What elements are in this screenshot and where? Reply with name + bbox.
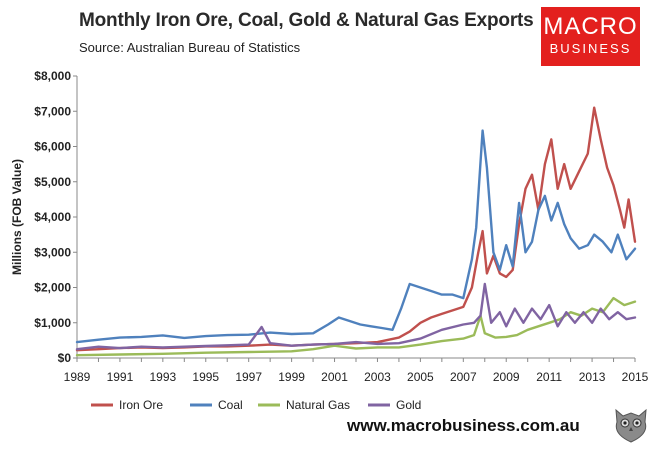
series-line-gold	[75, 282, 637, 351]
x-tick-label: 2007	[450, 370, 477, 384]
chart-legend: Iron Ore Coal Natural Gas Gold	[91, 398, 421, 412]
chart-axes: $0 $1,000 $2,000 $3,000 $4,000 $5,000 $6,000 $7…	[10, 69, 649, 384]
y-tick-label: $0	[58, 351, 72, 365]
x-tick-label: 2015	[622, 370, 649, 384]
x-tick-label: 1997	[235, 370, 262, 384]
y-tick-label: $1,000	[34, 316, 71, 330]
x-tick-label: 1989	[64, 370, 91, 384]
macrobusiness-logo[interactable]: MACRO BUSINESS	[541, 7, 640, 66]
y-tick-label: $7,000	[34, 104, 71, 118]
logo-line-1: MACRO	[543, 13, 638, 40]
x-tick-label: 2003	[364, 370, 391, 384]
x-tick-label: 2011	[536, 370, 562, 384]
website-link[interactable]: www.macrobusiness.com.au	[347, 416, 580, 435]
x-tick-label: 2001	[321, 370, 348, 384]
y-axis-title: Millions (FOB Value)	[10, 159, 24, 275]
x-tick-label: 1991	[107, 370, 134, 384]
chart-series	[75, 106, 637, 357]
legend-label: Coal	[218, 398, 243, 412]
x-tick-label: 1993	[149, 370, 176, 384]
y-tick-label: $4,000	[34, 210, 71, 224]
x-tick-label: 2009	[493, 370, 520, 384]
y-tick-label: $2,000	[34, 281, 71, 295]
legend-label: Iron Ore	[119, 398, 163, 412]
y-tick-label: $6,000	[34, 140, 71, 154]
series-line-iron-ore	[75, 106, 637, 352]
chart-subtitle: Source: Australian Bureau of Statistics	[79, 40, 301, 55]
x-tick-label: 1999	[278, 370, 305, 384]
y-tick-label: $8,000	[34, 69, 71, 83]
x-tick-label: 1995	[192, 370, 219, 384]
y-tick-label: $3,000	[34, 245, 71, 259]
x-tick-label: 2005	[407, 370, 434, 384]
owl-icon	[615, 408, 647, 443]
chart-title: Monthly Iron Ore, Coal, Gold & Natural G…	[79, 10, 534, 31]
legend-label: Gold	[396, 398, 421, 412]
legend-label: Natural Gas	[286, 398, 350, 412]
logo-line-2: BUSINESS	[549, 41, 632, 56]
x-tick-label: 2013	[579, 370, 606, 384]
y-tick-label: $5,000	[34, 175, 71, 189]
